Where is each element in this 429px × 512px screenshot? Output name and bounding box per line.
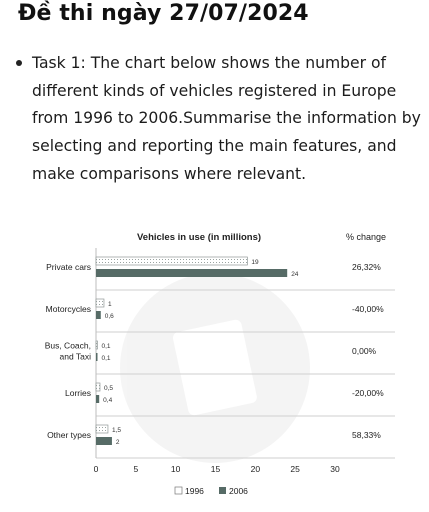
data-label: 1,5 <box>112 427 121 434</box>
chart-title: Vehicles in use (in millions) <box>137 232 261 243</box>
bar-1996-bus-coach-and-taxi <box>95 340 98 350</box>
category-label: Bus, Coach, <box>45 341 91 351</box>
bar-2006-lorries <box>96 395 100 403</box>
data-label: 1 <box>108 301 112 308</box>
bar-1996-motorcycles <box>95 298 105 308</box>
category-label: Lorries <box>65 388 91 398</box>
bar-2006-bus-coach-and-taxi <box>96 353 98 361</box>
percent-change-label: -40,00% <box>352 304 384 314</box>
bar-1996-other-types <box>95 424 109 434</box>
percent-change-label: 0,00% <box>352 346 377 356</box>
data-label: 0,4 <box>103 397 112 404</box>
bullet-dot <box>16 60 22 66</box>
percent-change-label: -20,00% <box>352 388 384 398</box>
x-tick-label: 25 <box>290 464 300 474</box>
bar-2006-motorcycles <box>96 311 101 319</box>
legend-swatch-1996 <box>174 486 183 495</box>
bar-1996-private-cars <box>95 256 248 266</box>
bar-2006-other-types <box>96 437 112 445</box>
category-label: Private cars <box>46 262 91 272</box>
bar-2006-private-cars <box>96 269 288 277</box>
bar-1996-lorries <box>95 382 101 392</box>
x-tick-label: 20 <box>251 464 261 474</box>
legend-label-1996: 1996 <box>185 486 204 496</box>
data-label: 0,6 <box>105 313 114 320</box>
category-label: Motorcycles <box>46 304 91 314</box>
data-label: 19 <box>251 259 259 266</box>
data-label: 0,1 <box>102 355 111 362</box>
data-label: 2 <box>116 439 120 446</box>
data-label: 24 <box>291 271 299 278</box>
watermark-logo <box>120 273 310 463</box>
legend-label-2006: 2006 <box>229 486 248 496</box>
page-title: Đề thi ngày 27/07/2024 <box>18 1 309 26</box>
x-tick-label: 10 <box>171 464 181 474</box>
category-label: and Taxi <box>59 352 91 362</box>
legend-swatch-2006 <box>219 487 226 494</box>
x-tick-label: 30 <box>330 464 340 474</box>
data-label: 0,1 <box>102 343 111 350</box>
x-tick-label: 0 <box>94 464 99 474</box>
category-label: Other types <box>47 430 91 440</box>
data-label: 0,5 <box>104 385 113 392</box>
change-header: % change <box>346 232 386 242</box>
vehicles-bar-chart: Vehicles in use (in millions) % change P… <box>45 232 395 496</box>
x-tick-label: 5 <box>133 464 138 474</box>
percent-change-label: 26,32% <box>352 262 381 272</box>
percent-change-label: 58,33% <box>352 430 381 440</box>
task-description: Task 1: The chart below shows the number… <box>32 54 421 183</box>
x-tick-label: 15 <box>211 464 221 474</box>
